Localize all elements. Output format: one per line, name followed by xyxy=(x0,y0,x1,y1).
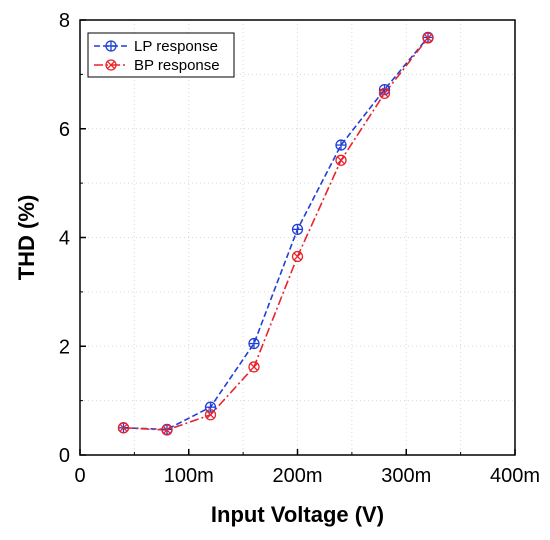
data-point-bp xyxy=(422,32,434,44)
data-point-bp xyxy=(161,424,173,436)
legend-item: BP response xyxy=(94,57,220,74)
y-axis-title: THD (%) xyxy=(14,195,39,281)
data-point-lp xyxy=(248,337,260,350)
x-tick-label: 0 xyxy=(74,465,85,487)
data-point-bp xyxy=(248,361,260,373)
data-point-bp xyxy=(378,87,391,100)
data-point-bp xyxy=(335,154,347,166)
legend-label: LP response xyxy=(134,38,218,55)
data-point-lp xyxy=(335,139,347,151)
data-point-lp xyxy=(291,223,304,235)
y-tick-label: 0 xyxy=(59,445,70,467)
x-tick-label: 100m xyxy=(164,465,214,487)
series-line-bp xyxy=(123,37,429,431)
legend-marker xyxy=(105,59,117,71)
y-tick-label: 2 xyxy=(59,336,70,358)
x-tick-label: 300m xyxy=(381,465,431,487)
data-point-bp xyxy=(117,422,130,434)
series-line-lp xyxy=(123,36,429,431)
series-layer xyxy=(117,31,434,436)
y-tick-label: 8 xyxy=(59,10,70,32)
data-point-bp xyxy=(204,409,217,421)
data-point-lp xyxy=(204,401,217,413)
plot-frame xyxy=(79,19,516,456)
y-tick-label: 4 xyxy=(59,228,70,250)
axis-ticks: 0 100m 200m 300m 400m 0 2 4 6 8 xyxy=(59,10,540,487)
x-tick-label: 200m xyxy=(272,465,322,487)
y-tick-label: 6 xyxy=(59,119,70,141)
legend-label: BP response xyxy=(134,57,220,74)
grid xyxy=(79,19,516,456)
x-axis-title: Input Voltage (V) xyxy=(211,502,384,527)
data-point-bp xyxy=(291,250,304,263)
x-tick-label: 400m xyxy=(490,465,540,487)
legend-marker xyxy=(105,40,117,52)
legend: LP response BP response xyxy=(87,32,235,78)
legend-item: LP response xyxy=(94,38,218,55)
